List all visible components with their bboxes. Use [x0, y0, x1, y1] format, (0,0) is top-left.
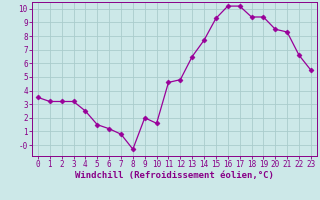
- X-axis label: Windchill (Refroidissement éolien,°C): Windchill (Refroidissement éolien,°C): [75, 171, 274, 180]
